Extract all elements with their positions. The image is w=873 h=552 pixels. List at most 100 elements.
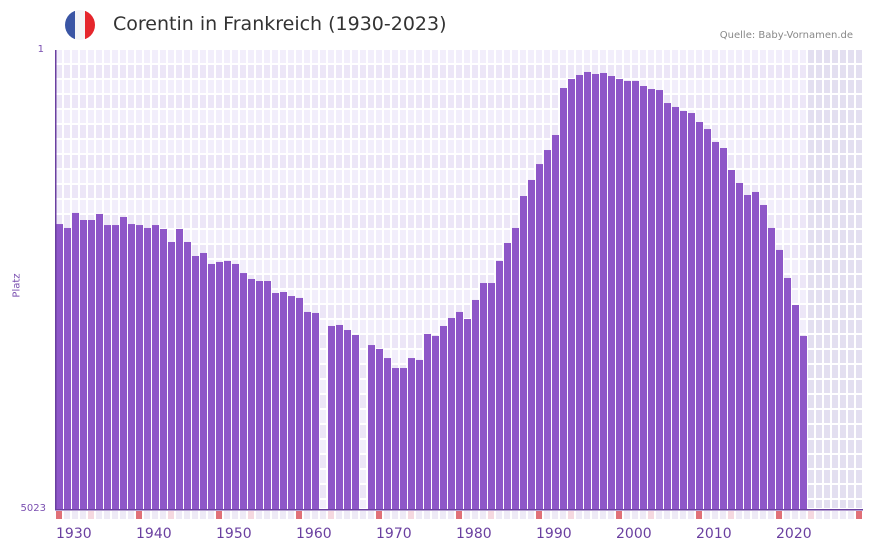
grid-cell — [152, 65, 158, 78]
year-marker-2001 — [624, 511, 630, 519]
grid-cell — [672, 50, 678, 63]
grid-cell — [784, 80, 790, 93]
bar-1981 — [464, 319, 471, 510]
grid-cell — [808, 230, 814, 243]
grid-cell — [360, 305, 366, 318]
grid-cell — [848, 320, 854, 333]
grid-cell — [472, 155, 478, 168]
grid-cell — [456, 215, 462, 228]
bar-2007 — [672, 106, 679, 510]
grid-cell — [440, 215, 446, 228]
grid-cell — [240, 80, 246, 93]
grid-cell — [376, 185, 382, 198]
grid-cell — [344, 305, 350, 318]
grid-cell — [320, 305, 326, 318]
grid-cell — [736, 125, 742, 138]
grid-cell — [272, 185, 278, 198]
grid-cell — [400, 110, 406, 123]
grid-cell — [752, 125, 758, 138]
grid-cell — [336, 245, 342, 258]
grid-cell — [64, 140, 70, 153]
bar-1977 — [432, 335, 439, 510]
year-marker-1939 — [128, 511, 134, 519]
grid-cell — [376, 50, 382, 63]
grid-cell — [112, 170, 118, 183]
grid-cell — [408, 305, 414, 318]
grid-cell — [200, 80, 206, 93]
grid-cell — [408, 110, 414, 123]
grid-cell — [472, 215, 478, 228]
grid-cell — [680, 65, 686, 78]
grid-cell — [384, 260, 390, 273]
grid-cell — [696, 50, 702, 63]
grid-cell — [312, 215, 318, 228]
grid-cell — [448, 125, 454, 138]
grid-cell — [440, 95, 446, 108]
year-marker-1978 — [440, 511, 446, 519]
grid-cell — [816, 230, 822, 243]
grid-cell — [168, 200, 174, 213]
grid-cell — [256, 125, 262, 138]
grid-cell — [408, 140, 414, 153]
grid-cell — [344, 140, 350, 153]
grid-cell — [384, 305, 390, 318]
grid-cell — [504, 155, 510, 168]
grid-cell — [360, 185, 366, 198]
grid-cell — [160, 200, 166, 213]
grid-cell — [736, 80, 742, 93]
grid-cell — [320, 260, 326, 273]
chart-title: Corentin in Frankreich (1930-2023) — [113, 13, 447, 35]
grid-cell — [192, 155, 198, 168]
grid-cell — [792, 50, 798, 63]
grid-cell — [392, 305, 398, 318]
grid-cell — [792, 200, 798, 213]
grid-cell — [400, 245, 406, 258]
grid-cell — [528, 65, 534, 78]
grid-cell — [728, 50, 734, 63]
grid-cell — [272, 260, 278, 273]
grid-cell — [168, 125, 174, 138]
grid-cell — [216, 170, 222, 183]
grid-cell — [520, 50, 526, 63]
grid-cell — [424, 50, 430, 63]
grid-cell — [320, 485, 326, 498]
grid-cell — [696, 65, 702, 78]
grid-cell — [824, 215, 830, 228]
grid-cell — [824, 260, 830, 273]
grid-cell — [720, 50, 726, 63]
grid-cell — [392, 155, 398, 168]
year-marker-1962 — [312, 511, 318, 519]
grid-cell — [472, 230, 478, 243]
grid-cell — [504, 80, 510, 93]
grid-cell — [152, 125, 158, 138]
grid-cell — [464, 290, 470, 303]
grid-cell — [520, 65, 526, 78]
grid-cell — [448, 260, 454, 273]
grid-cell — [856, 215, 862, 228]
grid-cell — [528, 95, 534, 108]
grid-cell — [272, 95, 278, 108]
grid-cell — [464, 245, 470, 258]
grid-cell — [744, 95, 750, 108]
grid-cell — [480, 65, 486, 78]
year-marker-1935 — [96, 511, 102, 519]
year-marker-1992 — [552, 511, 558, 519]
grid-cell — [96, 50, 102, 63]
grid-cell — [248, 50, 254, 63]
grid-cell — [224, 110, 230, 123]
grid-cell — [528, 170, 534, 183]
grid-cell — [376, 200, 382, 213]
grid-cell — [504, 125, 510, 138]
grid-cell — [592, 50, 598, 63]
grid-cell — [784, 185, 790, 198]
grid-cell — [56, 50, 62, 63]
year-marker-1961 — [304, 511, 310, 519]
grid-cell — [320, 395, 326, 408]
grid-cell — [296, 275, 302, 288]
grid-cell — [368, 110, 374, 123]
grid-cell — [464, 125, 470, 138]
grid-cell — [712, 50, 718, 63]
grid-cell — [184, 140, 190, 153]
grid-cell — [336, 215, 342, 228]
grid-cell — [424, 110, 430, 123]
